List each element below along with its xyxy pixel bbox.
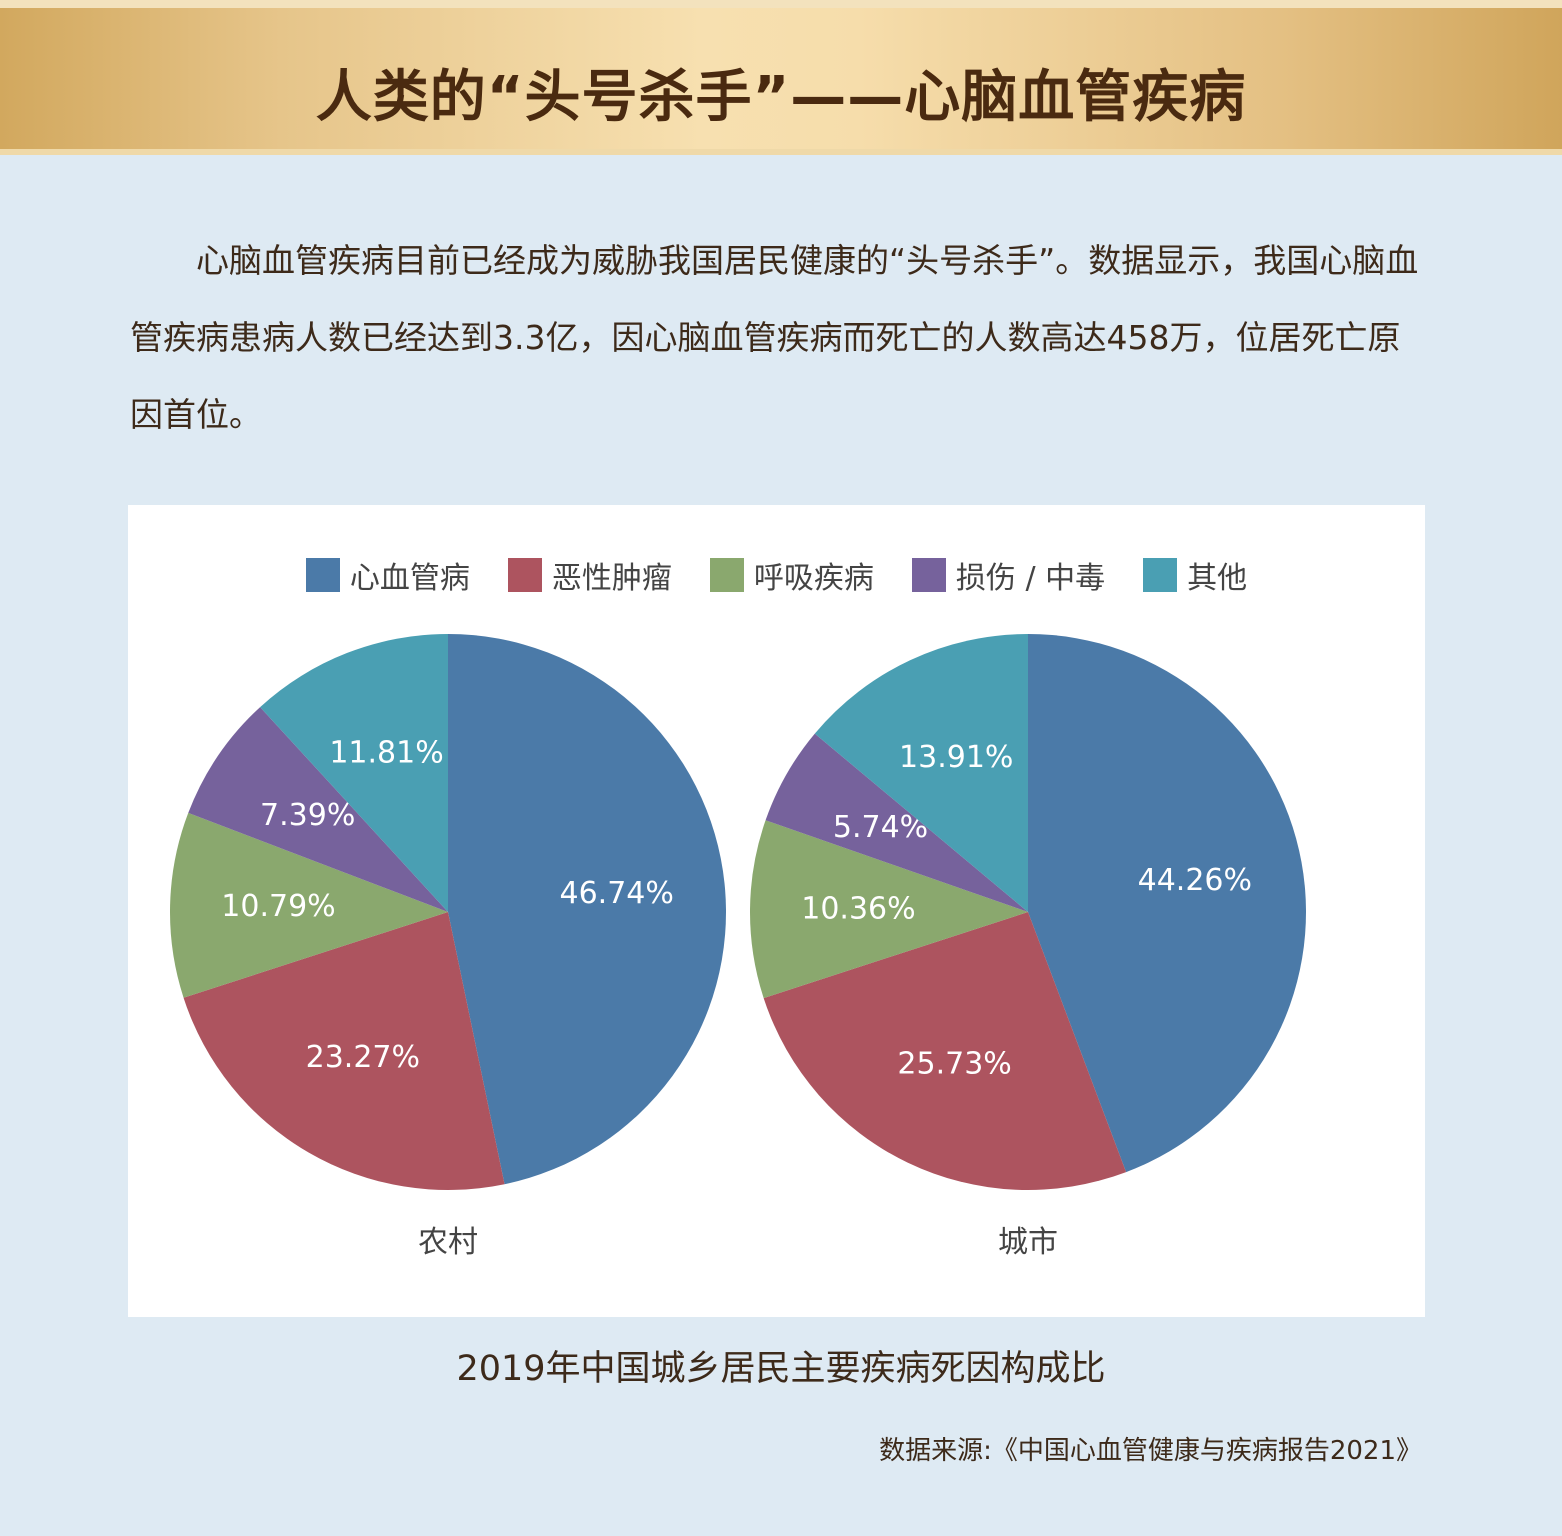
- pie-slice-rural-cardiovascular: [448, 634, 727, 1185]
- legend-swatch: [709, 558, 744, 592]
- pie-slice-rural-injury-poisoning: [188, 707, 448, 912]
- intro-paragraph: 心脑血管疾病目前已经成为威胁我国居民健康的“头号杀手”。数据显示，我国心脑血管疾…: [130, 241, 1419, 434]
- legend-label: 其他: [1187, 561, 1248, 596]
- pie-label-urban-malignant-tumor: 25.73%: [897, 1046, 1011, 1081]
- pie-charts: 46.74% 23.27% 10.79% 7.39% 11.81% 44.26% 25.73…: [169, 634, 1307, 1190]
- data-source: 数据来源:《中国心血管健康与疾病报告2021》: [879, 1436, 1422, 1466]
- pie-caption-rural: 农村: [418, 1225, 478, 1260]
- pie-slice-rural-respiratory: [169, 812, 448, 998]
- legend-item-malignant-tumor: 恶性肿瘤: [507, 553, 672, 597]
- pie-label-rural-cardiovascular: 46.74%: [559, 876, 673, 911]
- pie-label-urban-cardiovascular: 44.26%: [1138, 863, 1252, 898]
- pie-label-urban-injury-poisoning: 5.74%: [833, 810, 928, 845]
- pie-slice-urban-cardiovascular: [1028, 634, 1307, 1173]
- legend-item-other: 其他: [1143, 553, 1247, 597]
- pie-slice-rural-other: [260, 634, 448, 912]
- pie-slice-rural-malignant-tumor: [183, 912, 505, 1190]
- legend-swatch: [507, 558, 542, 592]
- pie-label-rural-injury-poisoning: 7.39%: [260, 798, 355, 833]
- legend-item-respiratory: 呼吸疾病: [709, 553, 874, 597]
- pie-label-rural-respiratory: 10.79%: [221, 889, 335, 924]
- legend-swatch: [305, 558, 340, 592]
- chart-legend: 心血管病 恶性肿瘤 呼吸疾病 损伤 / 中毒 其他: [128, 553, 1425, 597]
- title-banner: 人类的“头号杀手”——心脑血管疾病: [0, 0, 1562, 155]
- pie-label-urban-other: 13.91%: [899, 740, 1013, 775]
- legend-label: 心血管病: [349, 561, 470, 596]
- legend-swatch: [1143, 558, 1178, 592]
- legend-label: 呼吸疾病: [753, 561, 874, 596]
- pie-slice-urban-malignant-tumor: [763, 912, 1127, 1190]
- page-title: 人类的“头号杀手”——心脑血管疾病: [315, 65, 1247, 130]
- pie-slice-urban-injury-poisoning: [765, 733, 1028, 912]
- chart-title: 2019年中国城乡居民主要疾病死因构成比: [456, 1349, 1106, 1389]
- chart-panel: 心血管病 恶性肿瘤 呼吸疾病 损伤 / 中毒 其他 46.74% 23.27% 10…: [128, 505, 1425, 1317]
- pie-caption-urban: 城市: [998, 1225, 1058, 1260]
- pie-label-rural-malignant-tumor: 23.27%: [306, 1040, 420, 1075]
- pie-label-rural-other: 11.81%: [329, 735, 443, 770]
- legend-item-cardiovascular: 心血管病: [305, 553, 470, 597]
- legend-swatch: [911, 558, 946, 592]
- legend-item-injury-poisoning: 损伤 / 中毒: [911, 553, 1106, 597]
- pie-slice-urban-respiratory: [750, 820, 1028, 999]
- legend-label: 损伤 / 中毒: [955, 561, 1106, 596]
- legend-label: 恶性肿瘤: [551, 561, 672, 596]
- pie-label-urban-respiratory: 10.36%: [801, 892, 915, 927]
- pie-slice-urban-other: [814, 634, 1028, 912]
